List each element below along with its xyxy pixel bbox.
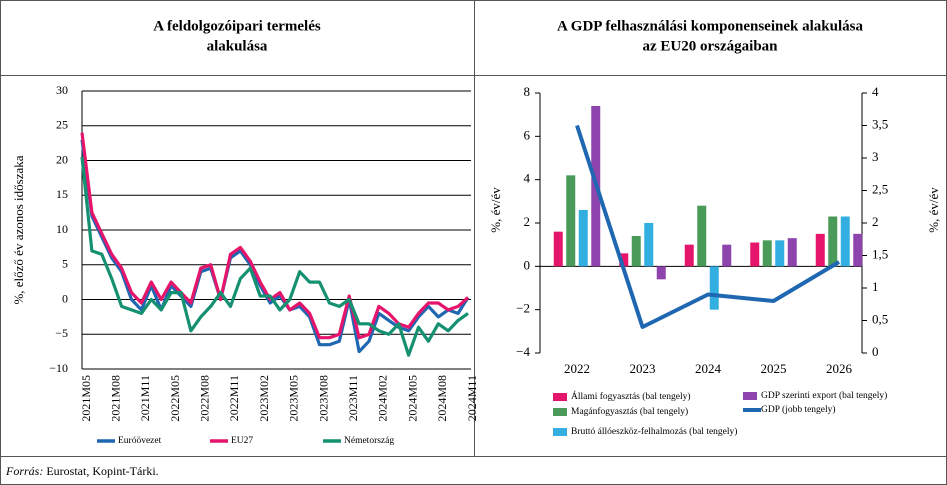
y-tick-label: 8 xyxy=(524,84,531,99)
x-tick-label: 2023M05 xyxy=(287,375,301,422)
x-tick-label: 2024M11 xyxy=(465,375,479,421)
bar xyxy=(553,231,563,267)
x-tick-label: 2025 xyxy=(761,361,787,376)
x-tick-label: 2022M05 xyxy=(168,375,182,422)
legend-marker xyxy=(743,392,757,400)
legend-marker xyxy=(553,393,567,401)
legend-label: Állami fogyasztás (bal tengely) xyxy=(571,390,691,402)
legend-label: Magánfogyasztás (bal tengely) xyxy=(571,406,688,417)
legend-label: Németország xyxy=(344,436,394,446)
x-tick-label: 2023M08 xyxy=(316,375,330,422)
bar xyxy=(722,244,732,267)
bar xyxy=(697,205,707,267)
y-tick-label: 4 xyxy=(524,171,531,186)
y-axis-title: %, év/év xyxy=(488,187,503,233)
y2-tick-label: 2,5 xyxy=(872,181,888,196)
chart-title: A feldolgozóipari termelés xyxy=(153,18,321,34)
bar xyxy=(566,175,576,267)
bar xyxy=(656,266,666,280)
series-line xyxy=(80,132,470,340)
y-tick-label: 2 xyxy=(524,214,531,229)
y2-tick-label: 1 xyxy=(872,279,879,294)
source: Forrás: Eurostat, Kopint-Tárki. xyxy=(5,464,159,478)
x-tick-label: 2026 xyxy=(826,361,853,376)
y-tick-label: 20 xyxy=(56,152,68,166)
legend-label: EU27 xyxy=(231,436,253,446)
bar xyxy=(853,233,863,267)
series-line xyxy=(575,124,841,329)
x-tick-label: 2023M02 xyxy=(257,375,271,422)
x-tick-label: 2022M11 xyxy=(227,375,241,421)
bar xyxy=(644,223,654,267)
bar xyxy=(787,238,797,267)
legend-label: GDP (jobb tengely) xyxy=(761,404,836,415)
bar xyxy=(762,240,772,267)
bar xyxy=(709,266,719,310)
legend-label: GDP szerinti export (bal tengely) xyxy=(761,390,887,401)
x-tick-label: 2024 xyxy=(695,361,722,376)
y-tick-label: 0 xyxy=(62,291,68,305)
chart-title: alakulása xyxy=(207,38,268,54)
x-tick-label: 2022M08 xyxy=(198,375,212,422)
chart-title: az EU20 országaiban xyxy=(643,38,779,54)
y-tick-label: −4 xyxy=(516,344,530,359)
y-tick-label: 10 xyxy=(56,222,68,236)
chart-title: A GDP felhasználási komponenseinek alaku… xyxy=(557,18,863,34)
source-label: Forrás: xyxy=(5,464,43,478)
y-tick-label: 0 xyxy=(524,257,531,272)
bar xyxy=(775,240,785,267)
y-tick-label: 30 xyxy=(56,83,68,97)
y-tick-label: −10 xyxy=(49,361,68,375)
x-tick-label: 2023 xyxy=(630,361,656,376)
bar xyxy=(578,210,588,267)
y2-tick-label: 0,5 xyxy=(872,311,888,326)
x-tick-label: 2022 xyxy=(564,361,590,376)
legend-marker xyxy=(553,408,567,416)
series-line xyxy=(80,139,470,354)
bar xyxy=(684,244,694,267)
y-tick-label: 15 xyxy=(56,187,68,201)
y-tick-label: 5 xyxy=(62,257,68,271)
bar xyxy=(750,242,760,267)
series-line xyxy=(80,156,469,357)
y2-tick-label: 0 xyxy=(872,344,879,359)
y-tick-label: 6 xyxy=(524,127,531,142)
y-axis-title: %, előző év azonos időszaka xyxy=(11,155,26,304)
legend-label: Euróövezet xyxy=(118,436,162,446)
y2-tick-label: 4 xyxy=(872,84,879,99)
x-tick-label: 2021M05 xyxy=(79,375,93,422)
x-tick-label: 2021M08 xyxy=(108,375,122,422)
bar xyxy=(619,253,629,267)
x-tick-label: 2024M05 xyxy=(405,375,419,422)
y2-tick-label: 1,5 xyxy=(872,246,888,261)
legend-label: Bruttó állóeszköz-felhalmozás (bal tenge… xyxy=(571,426,737,437)
source-text: Eurostat, Kopint-Tárki. xyxy=(46,464,158,478)
bar xyxy=(828,216,838,267)
legend-marker xyxy=(553,428,567,436)
y2-axis-title: %, év/év xyxy=(926,187,941,233)
y2-tick-label: 3 xyxy=(872,149,879,164)
x-tick-label: 2021M11 xyxy=(138,375,152,421)
bar xyxy=(815,233,825,267)
bar xyxy=(631,236,641,267)
x-tick-label: 2024M08 xyxy=(435,375,449,422)
y-tick-label: −5 xyxy=(55,326,68,340)
y-tick-label: 25 xyxy=(56,118,68,132)
x-tick-label: 2023M11 xyxy=(346,375,360,421)
y2-tick-label: 2 xyxy=(872,214,879,229)
bar xyxy=(840,216,850,267)
y-tick-label: −2 xyxy=(516,301,530,316)
x-tick-label: 2024M02 xyxy=(376,375,390,422)
y2-tick-label: 3,5 xyxy=(872,116,888,131)
